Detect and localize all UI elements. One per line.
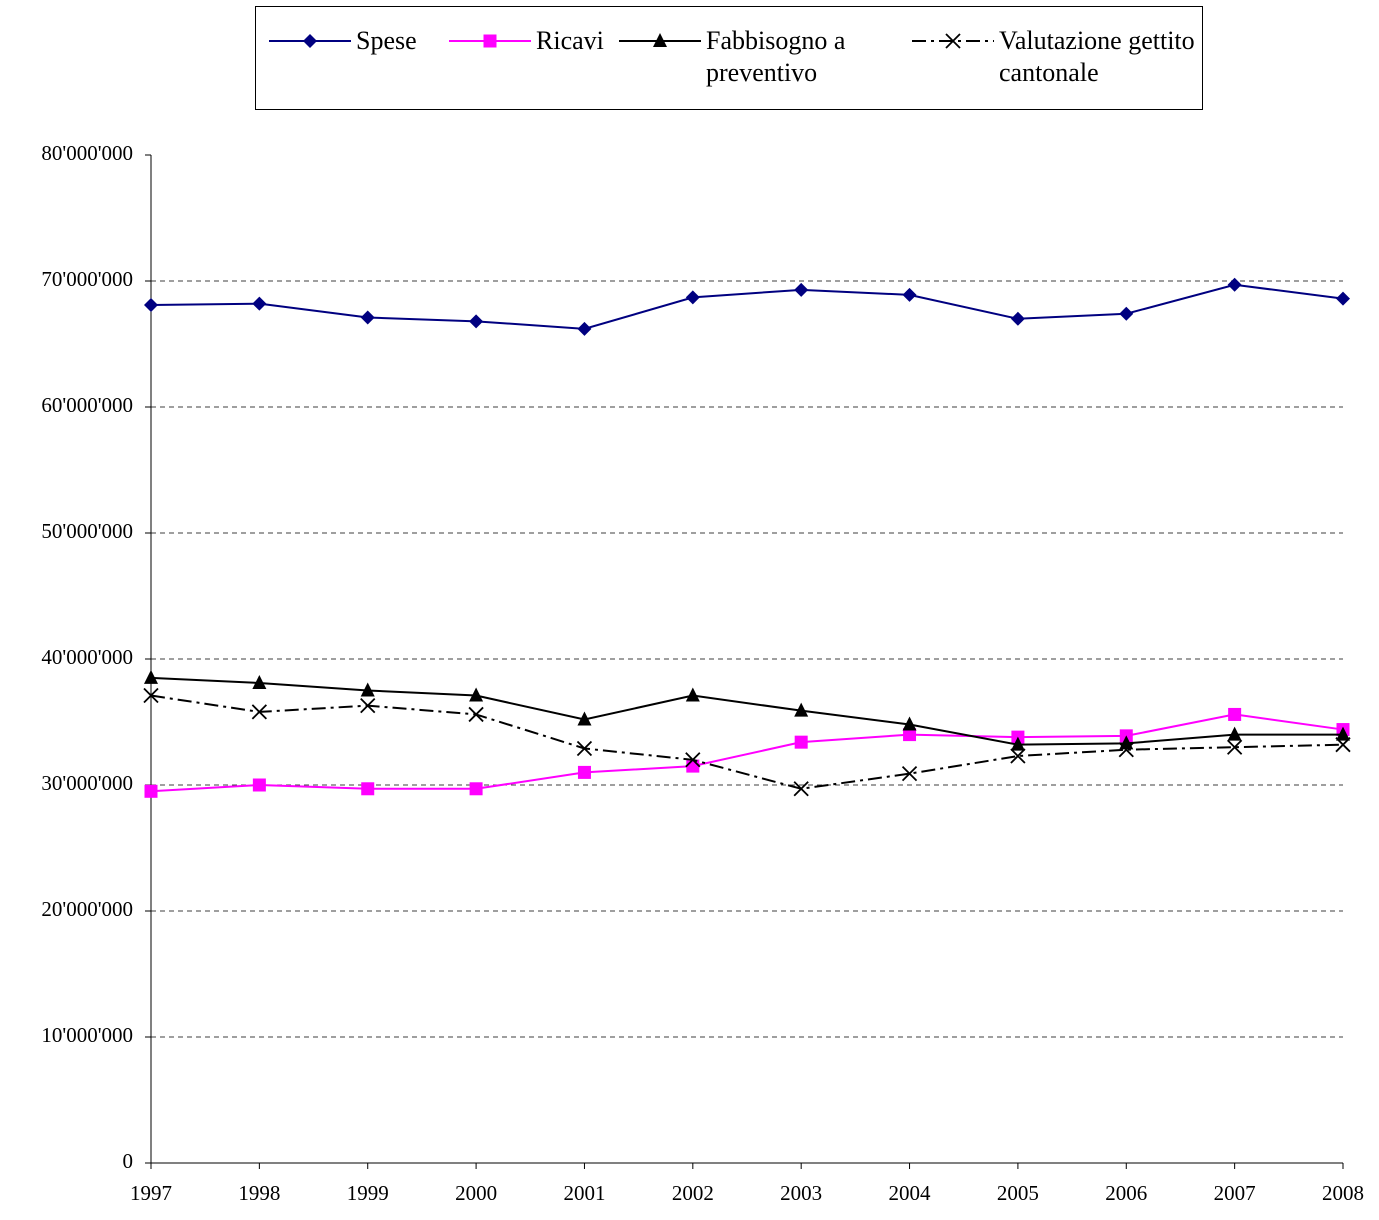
legend-label: Ricavi — [536, 26, 604, 55]
marker — [1119, 306, 1134, 321]
marker — [469, 314, 484, 329]
x-tick-label: 1999 — [347, 1181, 389, 1205]
y-tick-label: 30'000'000 — [41, 771, 133, 795]
x-tick-label: 2001 — [563, 1181, 605, 1205]
x-tick-label: 2002 — [672, 1181, 714, 1205]
x-tick-label: 2005 — [997, 1181, 1039, 1205]
marker — [360, 697, 376, 714]
legend-entry: Valutazione gettito cantonale — [911, 25, 1209, 89]
marker — [577, 765, 591, 779]
legend: Spese Ricavi Fabbisogno a preventivo Valuta… — [255, 6, 1203, 110]
legend-entry: Fabbisogno a preventivo — [618, 25, 886, 89]
marker — [686, 759, 700, 773]
marker — [251, 704, 268, 720]
legend-swatch — [269, 34, 351, 48]
marker — [685, 290, 700, 305]
y-tick-label: 10'000'000 — [41, 1023, 133, 1047]
marker — [685, 752, 701, 768]
x-tick-label: 1998 — [238, 1181, 280, 1205]
marker — [685, 687, 700, 702]
y-tick-label: 50'000'000 — [41, 519, 133, 543]
marker — [1227, 726, 1242, 741]
y-tick-label: 40'000'000 — [41, 645, 133, 669]
marker — [1227, 277, 1242, 292]
series-line — [150, 283, 1344, 330]
x-tick-label: 2003 — [780, 1181, 822, 1205]
marker — [793, 781, 809, 797]
legend-label: Spese — [356, 26, 417, 55]
marker — [360, 310, 375, 325]
legend-label: Fabbisogno a preventivo — [706, 26, 846, 87]
marker — [1336, 291, 1350, 306]
marker — [361, 782, 375, 796]
marker — [143, 687, 159, 704]
y-tick-label: 20'000'000 — [41, 897, 133, 921]
series-line — [150, 713, 1344, 793]
y-tick-label: 80'000'000 — [41, 141, 133, 165]
marker — [1336, 726, 1350, 741]
marker — [1010, 311, 1025, 326]
x-tick-label: 2004 — [889, 1181, 932, 1205]
x-tick-label: 2000 — [455, 1181, 497, 1205]
marker — [794, 735, 808, 749]
marker — [794, 702, 809, 717]
x-tick-label: 2006 — [1105, 1181, 1147, 1205]
marker — [469, 687, 484, 702]
marker — [252, 296, 267, 311]
marker — [902, 287, 917, 302]
y-tick-label: 60'000'000 — [41, 393, 133, 417]
marker — [252, 778, 266, 792]
marker — [468, 706, 484, 723]
legend-entry: Ricavi — [448, 25, 626, 57]
marker — [945, 33, 961, 49]
legend-swatch — [619, 33, 701, 47]
marker — [483, 34, 497, 48]
y-tick-label: 0 — [123, 1149, 134, 1173]
marker — [577, 321, 592, 336]
marker — [360, 682, 375, 697]
legend-swatch — [912, 33, 994, 49]
marker — [1010, 736, 1025, 751]
x-tick-label: 2008 — [1322, 1181, 1364, 1205]
x-tick-label: 2007 — [1214, 1181, 1256, 1205]
marker — [1335, 737, 1351, 753]
legend-swatch — [449, 34, 531, 48]
series-line — [150, 694, 1344, 790]
marker — [903, 728, 917, 742]
marker — [1227, 739, 1243, 755]
marker — [252, 674, 267, 689]
marker — [577, 711, 592, 726]
marker — [653, 33, 667, 47]
marker — [303, 34, 317, 48]
marker — [1010, 748, 1026, 764]
marker — [1228, 707, 1242, 721]
legend-entry: Spese — [268, 25, 446, 57]
marker — [144, 669, 158, 684]
marker — [144, 784, 158, 798]
marker — [794, 282, 809, 297]
marker — [576, 740, 593, 757]
x-tick-label: 1997 — [130, 1181, 172, 1205]
legend-label: Valutazione gettito cantonale — [999, 26, 1195, 87]
marker — [469, 782, 483, 796]
marker — [901, 766, 918, 782]
y-tick-label: 70'000'000 — [41, 267, 133, 291]
marker — [144, 297, 158, 312]
marker — [902, 716, 917, 731]
series-line — [150, 676, 1343, 746]
marker — [1118, 742, 1134, 758]
